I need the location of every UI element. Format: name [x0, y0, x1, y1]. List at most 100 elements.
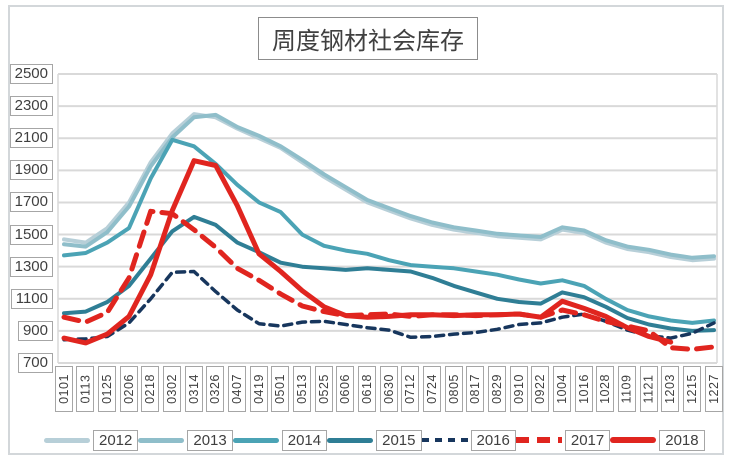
- x-tick-label-0113: 0113: [76, 366, 95, 412]
- x-tick-text: 0606: [338, 374, 353, 404]
- x-tick-label-0407: 0407: [227, 366, 246, 412]
- y-tick-label-2300: 2300: [9, 96, 53, 117]
- series-line-2013: [62, 112, 716, 260]
- x-tick-text: 0817: [468, 374, 483, 404]
- x-tick-text: 1215: [684, 374, 699, 404]
- y-tick-label-1500: 1500: [9, 224, 53, 245]
- series-line-2014: [62, 137, 716, 325]
- x-tick-label-0314: 0314: [184, 366, 203, 412]
- y-tick-label-1900: 1900: [9, 160, 53, 181]
- legend-label-2018: 2018: [659, 429, 705, 451]
- x-tick-text: 0829: [489, 374, 504, 404]
- x-tick-label-0910: 0910: [509, 366, 528, 412]
- x-tick-label-0419: 0419: [249, 366, 268, 412]
- x-tick-label-0618: 0618: [357, 366, 376, 412]
- x-tick-label-0712: 0712: [401, 366, 420, 412]
- x-tick-text: 0302: [164, 374, 179, 404]
- legend-line-sample-2017: [515, 437, 562, 443]
- x-tick-label-0606: 0606: [336, 366, 355, 412]
- x-tick-label-0513: 0513: [292, 366, 311, 412]
- x-tick-text: 0407: [229, 374, 244, 404]
- x-tick-text: 0724: [424, 374, 439, 404]
- y-tick-label-1700: 1700: [9, 192, 53, 213]
- x-tick-text: 1203: [663, 374, 678, 404]
- x-tick-label-0125: 0125: [97, 366, 116, 412]
- x-tick-label-0206: 0206: [119, 366, 138, 412]
- legend-item-2013: 2013: [138, 429, 233, 451]
- x-tick-label-1203: 1203: [661, 366, 680, 412]
- x-tick-text: 1016: [576, 374, 591, 404]
- legend-label-2013: 2013: [187, 429, 233, 451]
- x-tick-text: 0206: [121, 374, 136, 404]
- x-tick-text: 0314: [186, 374, 201, 404]
- x-tick-label-0630: 0630: [379, 366, 398, 412]
- y-tick-label-1300: 1300: [9, 256, 53, 277]
- legend-line-sample-2018: [610, 437, 657, 443]
- chart-title: 周度钢材社会库存: [258, 17, 478, 60]
- x-tick-text: 1028: [598, 374, 613, 404]
- legend-item-2012: 2012: [44, 429, 139, 451]
- x-tick-label-1109: 1109: [617, 366, 636, 412]
- x-tick-text: 0630: [381, 374, 396, 404]
- x-tick-text: 0218: [143, 374, 158, 404]
- legend-line-sample-2012: [44, 437, 90, 443]
- x-tick-text: 0125: [99, 374, 114, 404]
- legend-label-2015: 2015: [376, 429, 422, 451]
- x-tick-text: 0525: [316, 374, 331, 404]
- x-tick-label-1227: 1227: [704, 366, 723, 412]
- x-tick-label-1016: 1016: [574, 366, 593, 412]
- x-tick-text: 0513: [294, 374, 309, 404]
- x-tick-label-1004: 1004: [552, 366, 571, 412]
- x-tick-label-1121: 1121: [639, 366, 658, 412]
- x-tick-text: 1004: [554, 374, 569, 404]
- series-line-2015: [62, 214, 716, 333]
- x-tick-text: 1121: [641, 374, 656, 404]
- legend-label-2016: 2016: [470, 429, 516, 451]
- y-tick-label-900: 900: [17, 320, 53, 341]
- x-tick-text: 0805: [446, 374, 461, 404]
- x-tick-text: 1227: [706, 374, 721, 404]
- x-tick-label-0805: 0805: [444, 366, 463, 412]
- x-tick-text: 0101: [56, 374, 71, 404]
- legend-line-sample-2013: [138, 437, 185, 443]
- legend-label-2017: 2017: [564, 429, 611, 451]
- series-line-2018: [61, 158, 674, 346]
- x-tick-text: 1109: [619, 374, 634, 404]
- legend-line-sample-2016: [421, 438, 468, 442]
- x-tick-label-0302: 0302: [162, 366, 181, 412]
- x-tick-label-0829: 0829: [487, 366, 506, 412]
- x-tick-label-1028: 1028: [596, 366, 615, 412]
- y-tick-label-2100: 2100: [9, 128, 53, 149]
- x-tick-text: 0922: [533, 374, 548, 404]
- x-tick-label-0817: 0817: [466, 366, 485, 412]
- x-tick-label-0724: 0724: [422, 366, 441, 412]
- legend-item-2014: 2014: [232, 429, 328, 451]
- x-tick-text: 0113: [78, 374, 93, 404]
- legend-label-2014: 2014: [281, 429, 328, 451]
- x-tick-label-0218: 0218: [141, 366, 160, 412]
- x-tick-label-0525: 0525: [314, 366, 333, 412]
- x-tick-text: 0712: [403, 374, 418, 404]
- x-tick-text: 0618: [359, 374, 374, 404]
- x-tick-label-1215: 1215: [682, 366, 701, 412]
- legend-label-2012: 2012: [93, 429, 139, 451]
- legend-item-2016: 2016: [421, 429, 516, 451]
- x-tick-text: 0910: [511, 374, 526, 404]
- legend-line-sample-2014: [232, 437, 279, 443]
- x-tick-label-0101: 0101: [54, 366, 73, 412]
- x-tick-label-0922: 0922: [531, 366, 550, 412]
- series-line-2012: [62, 112, 716, 263]
- legend-item-2015: 2015: [327, 429, 422, 451]
- legend-item-2017: 2017: [515, 429, 611, 451]
- x-tick-label-0326: 0326: [206, 366, 225, 412]
- x-tick-text: 0501: [273, 374, 288, 404]
- y-tick-label-2500: 2500: [9, 64, 53, 84]
- x-tick-label-0501: 0501: [271, 366, 290, 412]
- legend-item-2018: 2018: [610, 429, 705, 451]
- legend-line-sample-2015: [327, 437, 374, 443]
- y-tick-label-700: 700: [17, 353, 53, 373]
- x-tick-text: 0419: [251, 374, 266, 404]
- x-tick-text: 0326: [208, 374, 223, 404]
